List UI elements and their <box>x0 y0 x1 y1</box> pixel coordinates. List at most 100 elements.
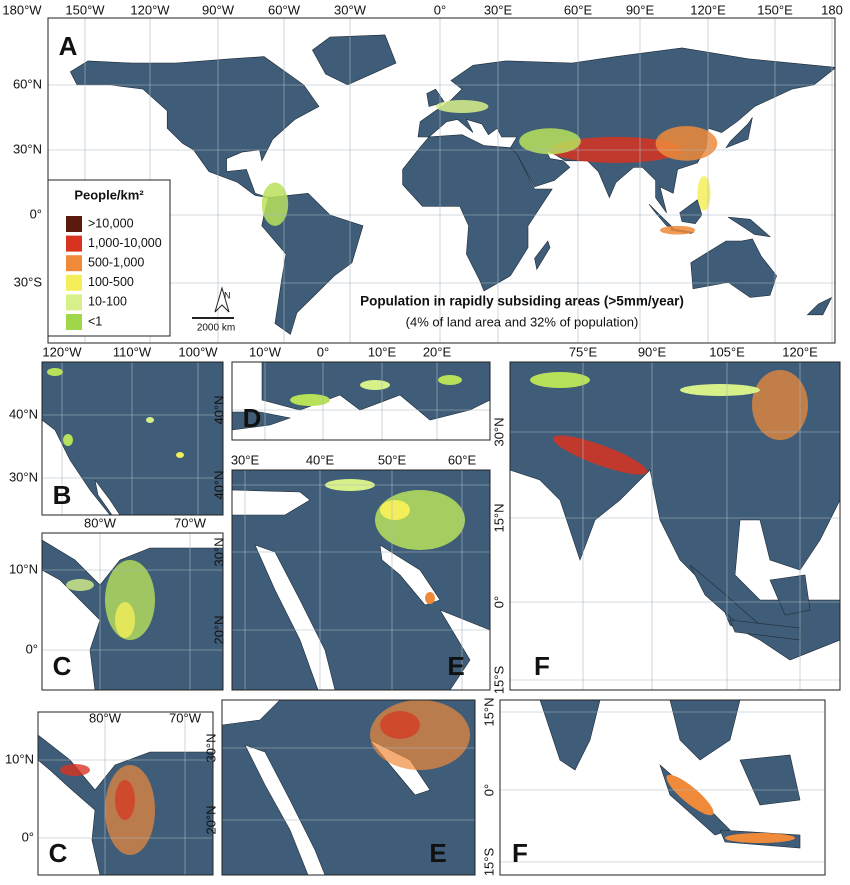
lon-label: 75°E <box>569 344 598 359</box>
legend-label: <1 <box>88 314 102 328</box>
legend: >10,000 1,000-10,000 500-1,000 100-500 10-10… <box>66 216 162 330</box>
lon-label: 80°W <box>84 515 117 530</box>
land <box>806 296 833 316</box>
panel-letter: F <box>512 838 528 868</box>
lon-label: 120°W <box>130 2 170 17</box>
lat-label: 60°N <box>13 76 42 91</box>
lon-label: 30°W <box>334 2 367 17</box>
lon-label: 90°E <box>638 344 667 359</box>
lat-label: 10°N <box>5 751 34 766</box>
lon-label: 90°E <box>626 2 655 17</box>
legend-label: 100-500 <box>88 275 134 289</box>
lon-label: 10°E <box>368 344 397 359</box>
panel-letter: E <box>429 838 446 868</box>
lon-label: 70°W <box>169 710 202 725</box>
north-label: N <box>224 290 231 300</box>
panel-f2-map <box>500 700 825 875</box>
lat-label: 30°N <box>13 141 42 156</box>
panel-e-map <box>232 470 490 690</box>
world-map <box>48 18 835 343</box>
panel-e2-map <box>222 700 475 875</box>
lat-label: 30°N <box>203 733 218 762</box>
lat-label: 0° <box>22 829 34 844</box>
land <box>261 192 364 335</box>
legend-label: 1,000-10,000 <box>88 236 162 250</box>
land <box>648 203 674 229</box>
land <box>70 56 320 198</box>
panel-b-map <box>42 362 223 515</box>
lon-label: 90°W <box>202 2 235 17</box>
legend-swatch <box>66 235 82 252</box>
lon-label: 60°E <box>564 2 593 17</box>
panel-frame <box>221 699 476 876</box>
lat-label: 30°N <box>9 469 38 484</box>
panel-frame <box>499 699 826 876</box>
panel-f-map <box>510 362 840 690</box>
panel-frame <box>37 711 214 876</box>
lon-label: 100°W <box>178 344 218 359</box>
land <box>728 216 771 238</box>
lon-label: 120°E <box>782 344 818 359</box>
lon-label: 120°E <box>690 2 726 17</box>
legend-swatch <box>66 294 82 311</box>
lat-label: 0° <box>30 206 42 221</box>
panel-letter: D <box>243 403 262 433</box>
lat-label: 15°N <box>481 697 496 726</box>
lon-label: 150°E <box>757 2 793 17</box>
panel-letter: C <box>49 838 68 868</box>
lat-label: 15°S <box>491 666 506 695</box>
legend-swatch <box>66 314 82 330</box>
hotspot <box>660 225 696 235</box>
lon-label: 60°W <box>268 2 301 17</box>
lat-label: 40°N <box>211 395 226 424</box>
lon-label: 105°E <box>709 344 745 359</box>
panel-letter: F <box>534 651 550 681</box>
panel-letter: C <box>53 651 72 681</box>
lon-label: 30°E <box>484 2 513 17</box>
land <box>725 117 753 149</box>
lon-label: 150°W <box>65 2 105 17</box>
legend-swatch <box>66 255 82 272</box>
lon-label: 120°W <box>42 344 82 359</box>
land <box>417 47 835 213</box>
lat-label: 30°N <box>211 537 226 566</box>
panel-frame <box>231 361 491 441</box>
hotspot <box>519 128 581 155</box>
legend-swatch <box>66 274 82 291</box>
lat-label: 15°N <box>491 503 506 532</box>
lon-label: 0° <box>434 2 446 17</box>
lat-label: 40°N <box>9 406 38 421</box>
lon-label: 110°W <box>113 344 152 359</box>
panel-letter: A <box>59 31 78 61</box>
caption-subtitle: (4% of land area and 32% of population) <box>406 314 639 329</box>
lon-label: 20°E <box>423 344 452 359</box>
north-arrow <box>214 286 230 313</box>
panel-frame <box>509 361 841 691</box>
land <box>534 240 551 271</box>
legend-title: People/km² <box>74 187 144 202</box>
panel-c-map <box>42 533 223 690</box>
lon-label: 0° <box>317 344 329 359</box>
lon-label: 180 <box>821 2 843 17</box>
hotspot <box>655 126 718 161</box>
legend-label: 10-100 <box>88 295 127 309</box>
lon-label: 60°E <box>448 452 477 467</box>
panel-frame <box>41 361 224 516</box>
land <box>679 199 703 225</box>
lat-label: 40°N <box>211 470 226 499</box>
panel-c2-map <box>38 712 213 875</box>
hotspot <box>697 175 711 211</box>
panel-letter: B <box>53 480 72 510</box>
lat-label: 20°N <box>203 805 218 834</box>
lon-label: 10°W <box>249 344 282 359</box>
lon-label: 30°E <box>231 452 260 467</box>
lat-label: 15°S <box>481 848 496 877</box>
panel-frame <box>231 469 491 691</box>
lat-label: 10°N <box>9 561 38 576</box>
lat-label: 0° <box>481 784 496 796</box>
panel-letter: E <box>447 651 464 681</box>
lat-label: 0° <box>491 596 506 608</box>
legend-label: >10,000 <box>88 216 134 230</box>
hotspot <box>435 99 489 114</box>
